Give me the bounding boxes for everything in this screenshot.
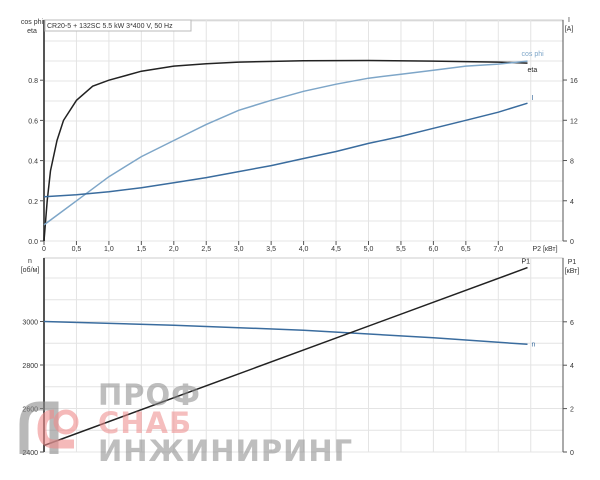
x-tick-label: 5,5 — [396, 246, 406, 253]
y-tick-label-right: 4 — [570, 199, 574, 206]
x-tick-label: 2,0 — [169, 246, 179, 253]
y-tick-label-right: 6 — [570, 320, 574, 327]
y-tick-label-right: 2 — [570, 407, 574, 414]
x-tick-label: 0,5 — [72, 246, 82, 253]
watermark-line-2: СНАБ — [98, 406, 193, 440]
x-tick-label: 3,0 — [234, 246, 244, 253]
y-tick-label-right: 4 — [570, 363, 574, 370]
x-tick-label: 1,0 — [104, 246, 114, 253]
y-tick-label-left: 0.0 — [28, 239, 38, 246]
series-label-cos-phi: cos phi — [522, 51, 545, 58]
x-tick-label: 2,5 — [201, 246, 211, 253]
y-axis-label-right: [A] — [565, 26, 574, 33]
series-line-n — [43, 320, 528, 346]
series-line-P1 — [43, 266, 528, 447]
series-line-I — [43, 102, 528, 198]
y-tick-label-right: 0 — [570, 239, 574, 246]
y-axis-label-left: eta — [27, 28, 37, 35]
series-label-eta: eta — [528, 67, 538, 74]
y-axis-label-right: I — [568, 17, 570, 24]
y-tick-label-left: 0.8 — [28, 78, 38, 85]
y-axis-label-left: n — [28, 258, 32, 265]
y-axis-label-right: [кВт] — [565, 268, 580, 275]
x-tick-label: 4,5 — [331, 246, 341, 253]
series-label-n: n — [532, 341, 536, 348]
watermark-line-3: ИНЖИНИРИНГ — [98, 434, 354, 468]
y-tick-label-right: 16 — [570, 78, 578, 85]
y-tick-label-right: 0 — [570, 450, 574, 457]
series-label-P1: P1 — [522, 259, 531, 266]
title-box — [44, 19, 192, 32]
x-axis-label: P2 [кВт] — [532, 246, 557, 253]
x-tick-label: 6,0 — [429, 246, 439, 253]
y-tick-label-right: 12 — [570, 118, 578, 125]
y-tick-label-left: 0.2 — [28, 199, 38, 206]
x-tick-label: 0 — [42, 246, 46, 253]
series-line-cos-phi — [43, 60, 528, 226]
x-tick-label: 5,0 — [364, 246, 374, 253]
x-tick-label: 7,0 — [493, 246, 503, 253]
y-axis-label-right: P1 — [568, 259, 577, 266]
series-label-I: I — [532, 95, 534, 102]
y-tick-label-left: 2400 — [22, 450, 38, 457]
logo-mark-icon — [19, 401, 79, 454]
y-tick-label-left: 2800 — [22, 363, 38, 370]
y-tick-label-left: 3000 — [22, 320, 38, 327]
y-axis-label-left: [об/м] — [21, 266, 40, 274]
x-tick-label: 1,5 — [136, 246, 146, 253]
y-tick-label-left: 0.4 — [28, 159, 38, 166]
x-tick-label: 4,0 — [299, 246, 309, 253]
y-axis-label-left: cos phi — [21, 19, 44, 26]
series-line-eta — [43, 59, 528, 242]
x-tick-label: 6,5 — [461, 246, 471, 253]
x-tick-label: 3,5 — [266, 246, 276, 253]
y-tick-label-right: 8 — [570, 159, 574, 166]
watermark-line-1: ПРОФ — [98, 378, 201, 412]
y-tick-label-left: 0.6 — [28, 118, 38, 125]
chart-title: CR20-5 + 132SC 5.5 kW 3*400 V, 50 Hz — [47, 23, 173, 30]
